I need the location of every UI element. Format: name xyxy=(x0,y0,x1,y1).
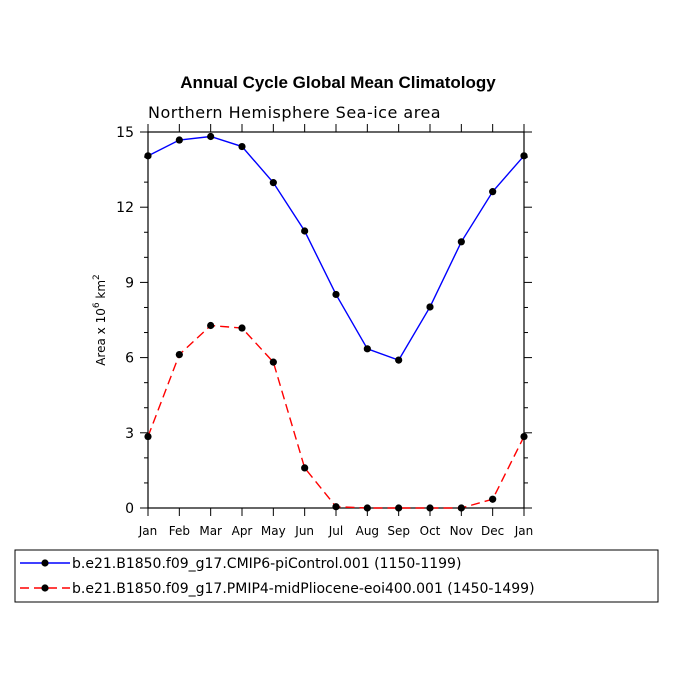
x-tick-label: May xyxy=(261,524,286,538)
series-1-point xyxy=(332,290,340,299)
series-2-point xyxy=(457,504,465,512)
legend-label-1: b.e21.B1850.f09_g17.CMIP6-piControl.001 … xyxy=(72,556,461,572)
series-1-point xyxy=(426,303,434,311)
series-1-point xyxy=(489,188,497,196)
series-2-point xyxy=(269,358,277,366)
x-tick-label: Aug xyxy=(356,524,379,538)
series-1-point xyxy=(207,132,215,141)
series-2-point xyxy=(207,321,215,330)
series-layer xyxy=(144,132,528,512)
y-axis-label-exponent: 6 xyxy=(92,302,102,308)
series-1-point xyxy=(395,356,403,364)
series-line-1 xyxy=(147,135,525,361)
y-axis: 0 3 6 9 12 15 xyxy=(116,125,532,517)
x-tick-label: Jun xyxy=(294,524,314,538)
series-2-point xyxy=(426,504,434,512)
y-tick-label: 6 xyxy=(125,351,134,367)
legend-label-2: b.e21.B1850.f09_g17.PMIP4-midPliocene-eo… xyxy=(72,581,535,597)
series-2-point xyxy=(363,504,371,512)
y-axis-label-unit-exponent: 2 xyxy=(92,274,102,280)
series-2-point xyxy=(175,350,183,359)
series-1-point xyxy=(269,179,277,187)
y-tick-label: 15 xyxy=(116,125,134,141)
series-2-point xyxy=(520,432,528,441)
series-1-point xyxy=(457,238,465,246)
chart-title: Annual Cycle Global Mean Climatology xyxy=(180,73,496,92)
series-2-point xyxy=(395,504,403,512)
series-2-point xyxy=(332,503,340,511)
x-tick-label: Jul xyxy=(328,524,343,538)
plot-frame xyxy=(147,131,525,509)
y-tick-label: 12 xyxy=(116,200,134,216)
series-1-point xyxy=(144,152,152,160)
series-2-point xyxy=(301,464,309,472)
x-tick-label: Jan xyxy=(514,524,534,538)
series-2-point xyxy=(489,495,497,503)
x-axis: Jan Feb Mar Apr May Jun Jul Aug Sep Oct Nov Dec Jan xyxy=(138,124,534,538)
x-tick-label: Sep xyxy=(387,524,410,538)
series-2-point xyxy=(144,432,152,441)
series-line-2 xyxy=(147,324,525,509)
series-1-point xyxy=(520,152,528,160)
x-tick-label: Jan xyxy=(138,524,158,538)
series-1-point xyxy=(238,142,246,151)
legend: b.e21.B1850.f09_g17.CMIP6-piControl.001 … xyxy=(14,549,659,603)
series-2-point xyxy=(238,324,246,332)
legend-marker-2 xyxy=(41,584,49,592)
series-1-point xyxy=(175,136,183,144)
chart-subtitle: Northern Hemisphere Sea-ice area xyxy=(148,103,441,122)
legend-marker-1 xyxy=(41,559,49,567)
y-axis-label: Area x 106 km2 xyxy=(92,274,108,366)
series-1-point xyxy=(363,345,371,353)
x-tick-label: Dec xyxy=(481,524,504,538)
x-tick-label: Oct xyxy=(420,524,441,538)
x-tick-label: Feb xyxy=(169,524,190,538)
y-tick-label: 9 xyxy=(125,275,134,291)
y-tick-label: 3 xyxy=(125,426,134,442)
legend-box xyxy=(14,549,659,603)
series-1-point xyxy=(301,227,309,235)
y-tick-label: 0 xyxy=(125,501,134,517)
x-tick-label: Nov xyxy=(450,524,473,538)
x-tick-label: Mar xyxy=(199,524,222,538)
x-tick-label: Apr xyxy=(232,524,253,538)
